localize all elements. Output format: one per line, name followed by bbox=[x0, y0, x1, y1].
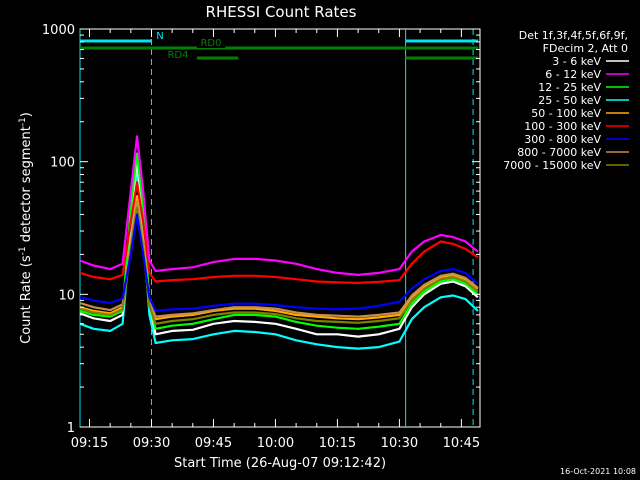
flag-label-bg bbox=[154, 32, 166, 42]
legend-label: 50 - 100 keV bbox=[531, 107, 601, 120]
series-lines bbox=[79, 135, 479, 350]
chart-title: RHESSI Count Rates bbox=[206, 3, 357, 21]
legend-label: 6 - 12 keV bbox=[545, 68, 601, 81]
y-tick-label: 10 bbox=[58, 288, 75, 303]
legend-label: 800 - 7000 keV bbox=[517, 146, 601, 159]
series-line bbox=[79, 135, 479, 276]
legend-label: 3 - 6 keV bbox=[552, 55, 601, 68]
flag-bars: N RD0 RD4 bbox=[80, 31, 478, 61]
flag-label-bg bbox=[197, 38, 225, 48]
x-tick-label: 10:00 bbox=[257, 436, 294, 451]
x-axis: 09:15 09:30 09:45 10:00 10:15 10:30 10:45 bbox=[71, 29, 480, 451]
y-axis: 1 10 100 1000 bbox=[42, 23, 480, 436]
y-tick-label: 1 bbox=[67, 421, 75, 436]
x-axis-label: Start Time (26-Aug-07 09:12:42) bbox=[174, 456, 386, 471]
y-tick-label: 100 bbox=[50, 156, 75, 171]
x-tick-label: 10:30 bbox=[381, 436, 418, 451]
series-line bbox=[79, 181, 479, 284]
flag-label: RD4 bbox=[167, 50, 188, 61]
plot-area: N RD0 RD4 bbox=[79, 29, 479, 427]
legend-label: 25 - 50 keV bbox=[538, 94, 601, 107]
legend-title-line-2: FDecim 2, Att 0 bbox=[543, 42, 628, 55]
legend-label: 12 - 25 keV bbox=[538, 81, 601, 94]
flag-label: N bbox=[156, 31, 163, 42]
series-line bbox=[79, 213, 479, 312]
vertical-markers bbox=[79, 29, 474, 427]
series-line bbox=[79, 152, 479, 330]
legend-label: 300 - 800 keV bbox=[524, 133, 601, 146]
x-tick-label: 10:45 bbox=[443, 436, 480, 451]
timestamp: 16-Oct-2021 10:08 bbox=[560, 467, 636, 476]
flag-label: RD0 bbox=[200, 38, 221, 49]
x-tick-label: 09:45 bbox=[195, 436, 232, 451]
y-tick-label: 1000 bbox=[42, 23, 75, 38]
legend: Det 1f,3f,4f,5f,6f,9f, FDecim 2, Att 0 3… bbox=[503, 29, 629, 172]
x-tick-label: 10:15 bbox=[319, 436, 356, 451]
x-tick-label: 09:30 bbox=[133, 436, 170, 451]
legend-title-line-1: Det 1f,3f,4f,5f,6f,9f, bbox=[519, 29, 628, 42]
x-tick-label: 09:15 bbox=[71, 436, 108, 451]
y-axis-label: Count Rate (s-1 detector segment-1) bbox=[18, 112, 34, 344]
legend-label: 100 - 300 keV bbox=[524, 120, 601, 133]
legend-label: 7000 - 15000 keV bbox=[503, 159, 601, 172]
